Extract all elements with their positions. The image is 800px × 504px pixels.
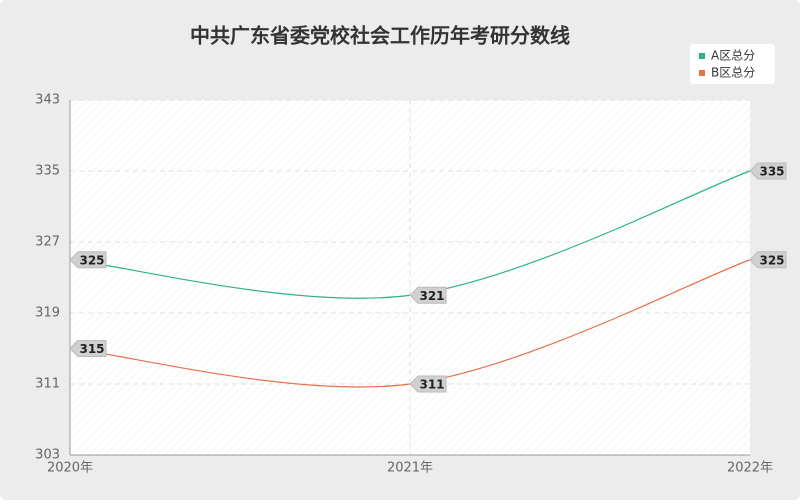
data-label: 311 [419,378,444,392]
data-label: 321 [419,289,444,303]
data-label-bg [409,286,447,304]
data-label: 315 [79,342,104,356]
plot-hatch [70,100,750,455]
legend-label: A区总分 [711,49,755,63]
x-tick-label: 2022年 [727,461,773,476]
legend-box [690,44,775,84]
y-tick-label: 311 [35,377,60,392]
data-label: 335 [759,165,784,179]
y-tick-label: 303 [35,448,60,463]
y-tick-label: 319 [35,306,60,321]
y-tick-label: 327 [35,235,60,250]
data-label-bg [69,340,107,357]
data-label-bg [409,375,447,393]
data-label-bg [749,162,787,180]
data-label-bg [69,251,107,269]
data-label: 325 [759,253,784,267]
legend-swatch [699,53,705,59]
x-tick-label: 2021年 [387,461,433,476]
data-label: 325 [79,253,104,267]
legend-swatch [699,70,705,76]
y-tick-label: 335 [35,164,60,179]
legend-label: B区总分 [711,66,755,80]
y-tick-label: 343 [35,93,60,108]
chart-title: 中共广东省委党校社会工作历年考研分数线 [190,24,570,48]
data-label-bg [749,251,787,269]
x-tick-label: 2020年 [47,461,93,476]
